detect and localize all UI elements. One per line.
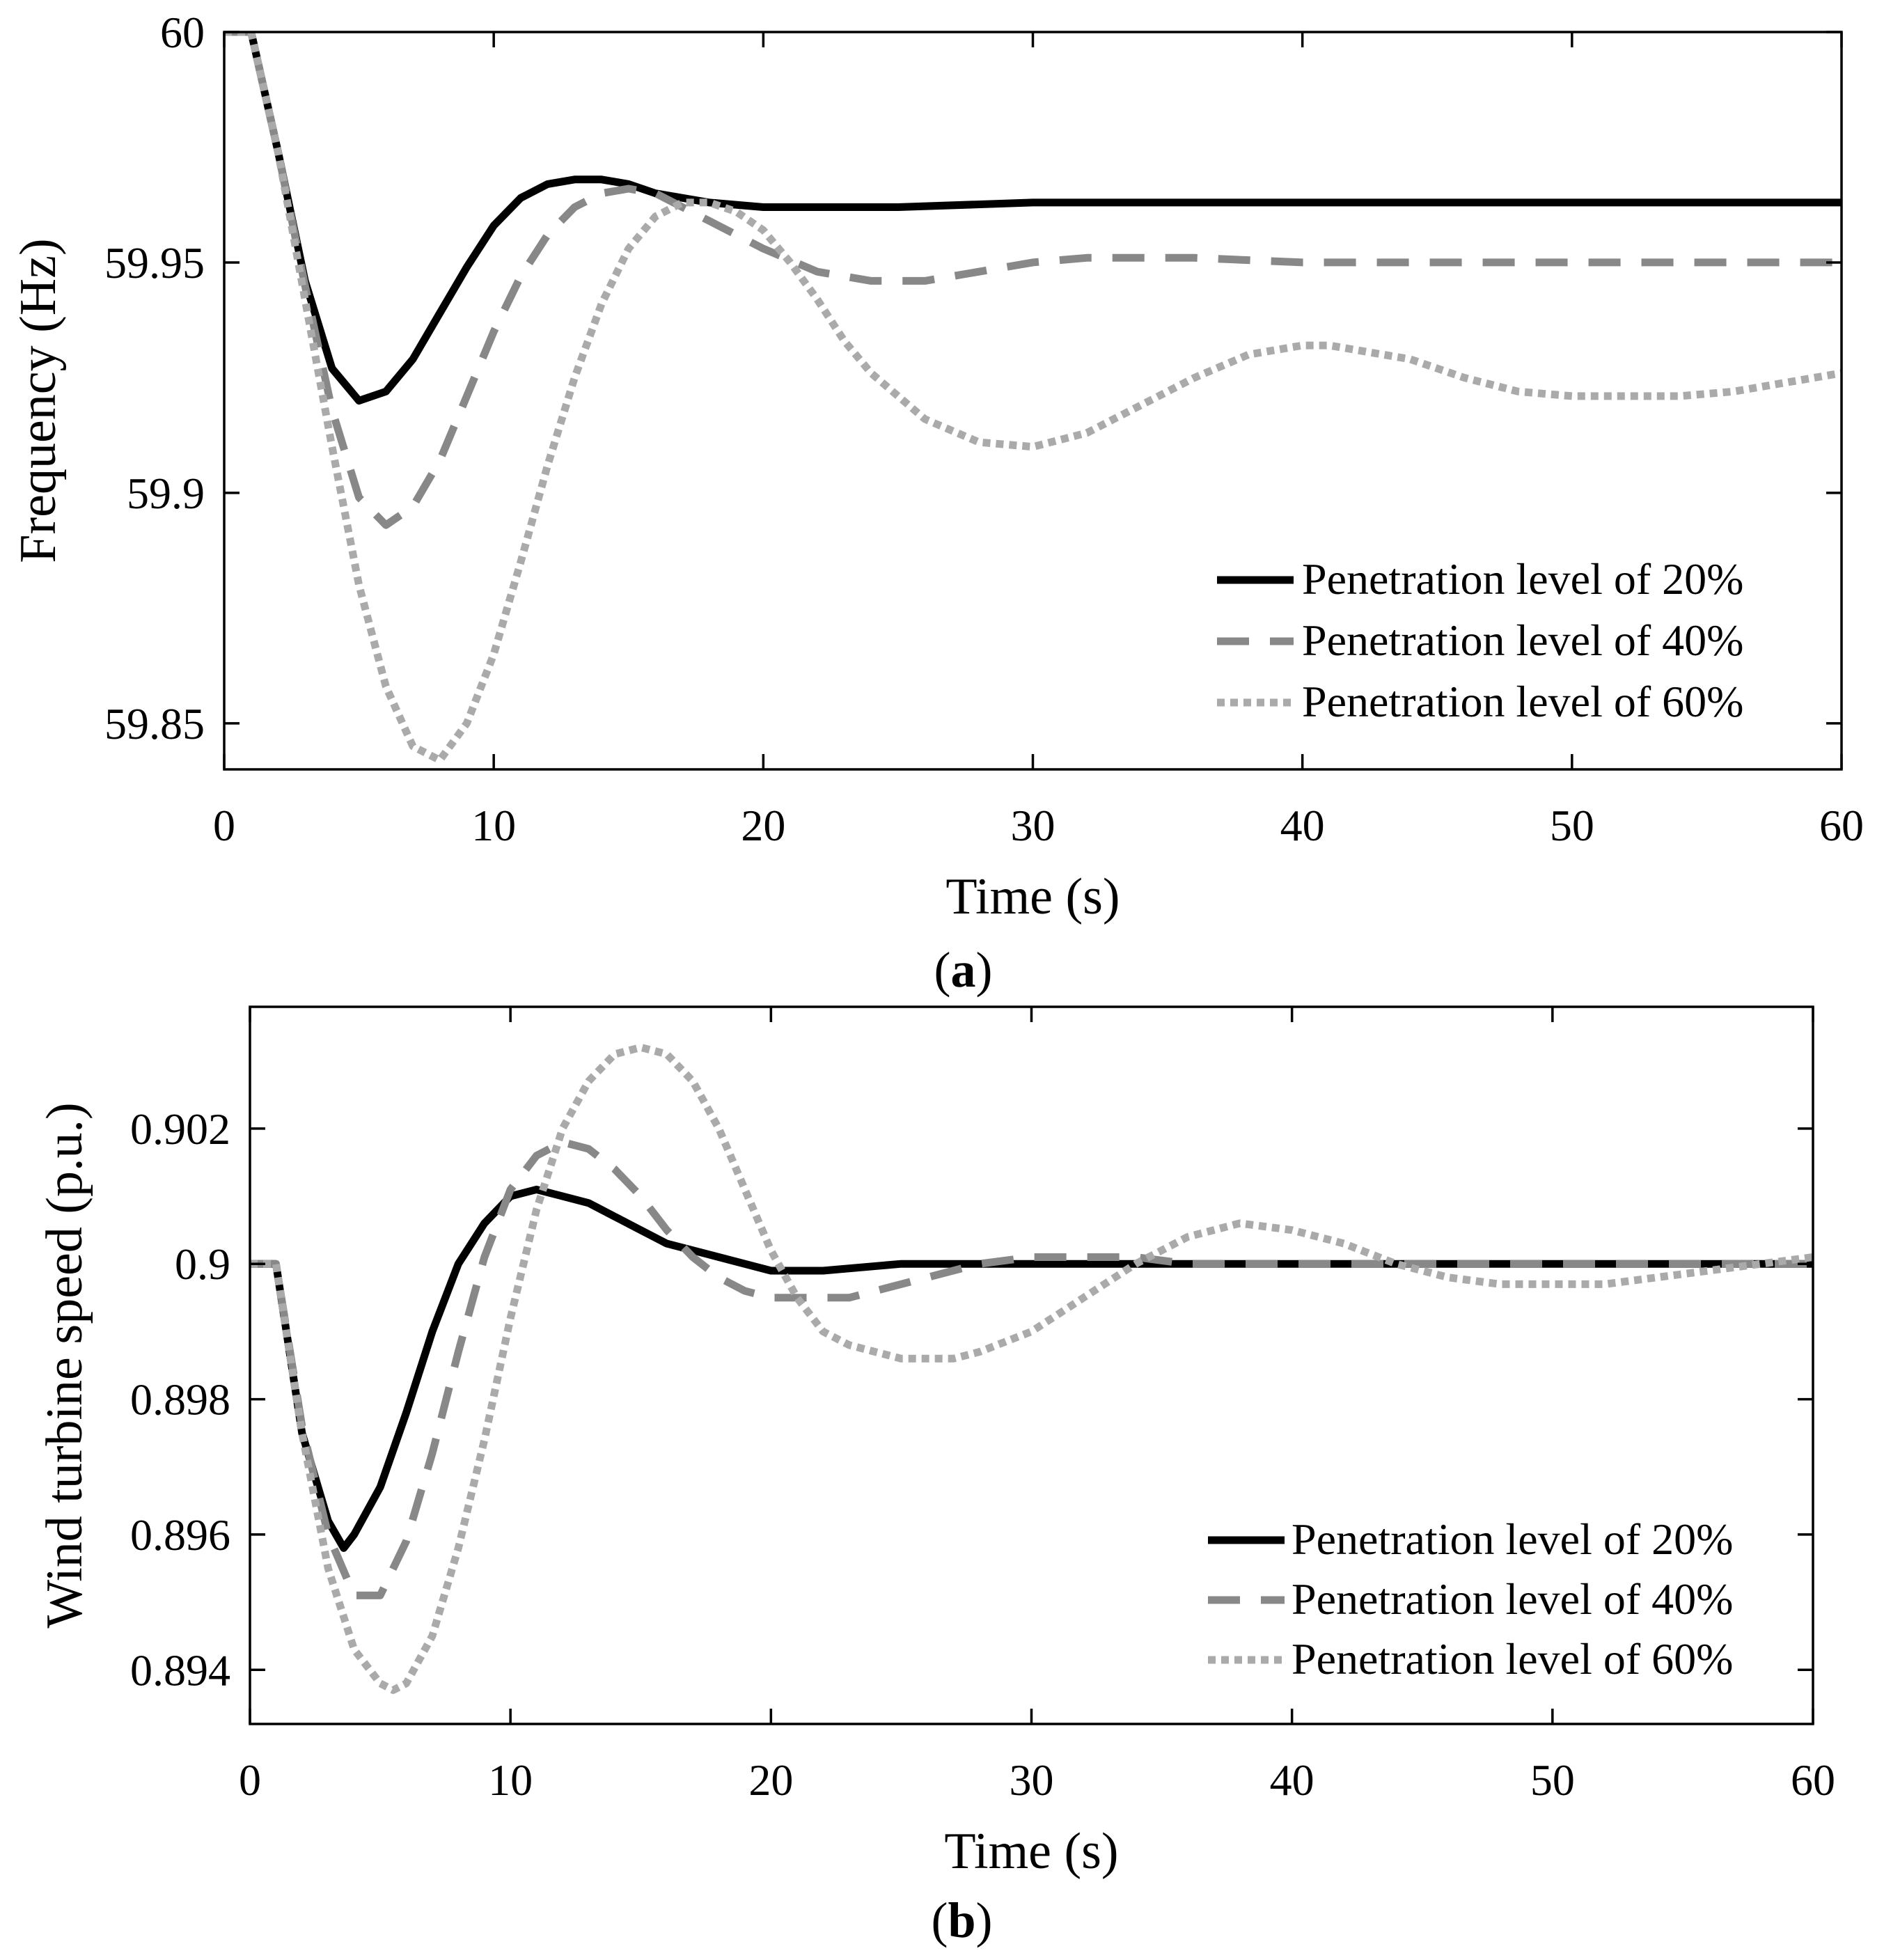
y-tick-label: 60: [160, 8, 205, 57]
y-tick-label: 59.9: [127, 469, 205, 518]
x-tick-label: 20: [741, 801, 785, 850]
series-line-2: [224, 32, 1842, 529]
panel-label: (a): [934, 942, 993, 998]
chart-panel-b: 0 10 20 30 40 50 60 0.894 0.896 0.898 0.9 0.902 Time…: [36, 1005, 1835, 1948]
y-tick-label: 0.896: [130, 1510, 230, 1560]
y-tick-label: 59.85: [104, 699, 205, 748]
series-line-1: [224, 32, 1842, 405]
legend-label-2: Penetration level of 40%: [1302, 616, 1743, 665]
x-tick-label: 30: [1011, 801, 1055, 850]
y-tick-label: 0.9: [175, 1239, 230, 1289]
x-axis-label: Time (s): [944, 1823, 1118, 1880]
x-tick-label: 0: [213, 801, 235, 850]
series-line-3: [250, 1043, 1813, 1694]
y-tick-label: 59.95: [104, 238, 205, 288]
legend-label-2: Penetration level of 40%: [1292, 1574, 1733, 1624]
y-tick-label: 0.894: [130, 1645, 230, 1695]
panel-label: (b): [931, 1892, 992, 1948]
y-axis-label: Wind turbine speed (p.u.): [36, 1102, 93, 1628]
x-tick-label: 50: [1530, 1755, 1575, 1805]
y-tick-label: 0.898: [130, 1375, 230, 1425]
x-tick-label: 0: [239, 1755, 261, 1805]
x-tick-label: 20: [748, 1755, 793, 1805]
series-line-3: [224, 32, 1842, 765]
legend-label-3: Penetration level of 60%: [1302, 677, 1743, 726]
x-axis-label: Time (s): [945, 868, 1120, 925]
series-line-2: [250, 1138, 1813, 1599]
x-tick-label: 40: [1270, 1755, 1314, 1805]
legend-label-1: Penetration level of 20%: [1302, 554, 1743, 604]
x-tick-label: 40: [1280, 801, 1325, 850]
chart-panel-a: 0 10 20 30 40 50 60 59.85 59.9 59.95 60 Time (s) Fre…: [10, 8, 1864, 998]
x-tick-label: 10: [471, 801, 516, 850]
x-tick-label: 50: [1550, 801, 1594, 850]
y-axis-label: Frequency (Hz): [10, 238, 67, 563]
x-tick-label: 30: [1010, 1755, 1054, 1805]
x-tick-label: 60: [1791, 1755, 1835, 1805]
x-tick-label: 10: [488, 1755, 533, 1805]
x-tick-label: 60: [1819, 801, 1864, 850]
legend-label-3: Penetration level of 60%: [1292, 1634, 1733, 1684]
y-tick-label: 0.902: [130, 1104, 230, 1154]
legend-label-1: Penetration level of 20%: [1292, 1514, 1733, 1564]
